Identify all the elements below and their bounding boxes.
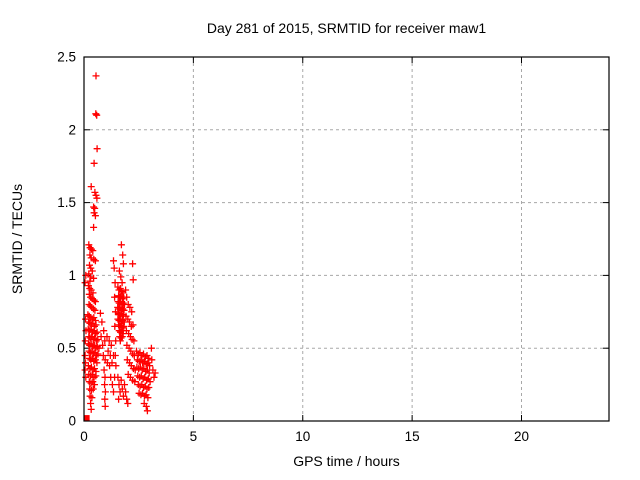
plot-border <box>83 56 610 422</box>
x-tick-label: 5 <box>190 429 198 444</box>
x-tick-label: 10 <box>295 429 310 444</box>
y-tick-label: 0.5 <box>57 341 76 356</box>
origin-square-marker <box>83 415 90 422</box>
y-tick-label: 2.5 <box>57 50 76 65</box>
y-tick-label: 1.5 <box>57 195 76 210</box>
x-tick-label: 20 <box>514 429 529 444</box>
y-tick-label: 1 <box>68 268 76 283</box>
chart-title: Day 281 of 2015, SRMTID for receiver maw… <box>206 20 487 36</box>
data-points <box>81 72 159 415</box>
y-tick-label: 2 <box>68 122 76 137</box>
y-tick-label: 0 <box>68 414 76 429</box>
x-tick-label: 0 <box>80 429 88 444</box>
x-axis-label: GPS time / hours <box>293 453 400 469</box>
x-tick-label: 15 <box>405 429 420 444</box>
